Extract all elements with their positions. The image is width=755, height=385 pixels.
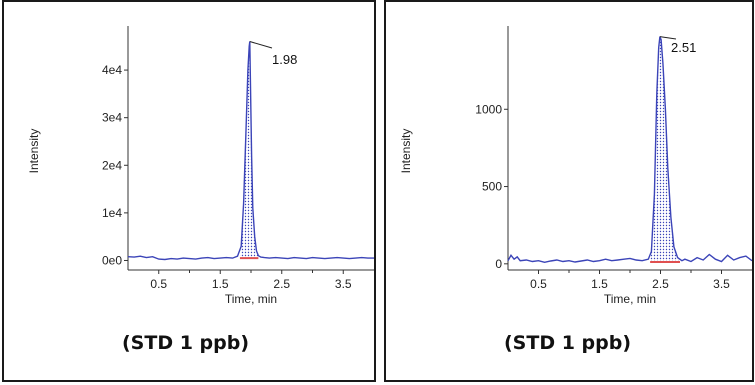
- x-tick-label: 2.5: [273, 277, 290, 291]
- y-axis-title: Intensity: [27, 129, 41, 174]
- chart-caption: (STD 1 ppb): [122, 332, 250, 354]
- peak-leader-line: [249, 41, 273, 49]
- x-tick-label: 1.5: [591, 277, 608, 291]
- x-tick-label: 0.5: [530, 277, 547, 291]
- x-tick-label: 0.5: [150, 277, 167, 291]
- peak-area: [239, 41, 259, 259]
- x-tick-label: 2.5: [652, 277, 669, 291]
- peak-leader-line: [659, 36, 677, 40]
- x-axis-title: Time, min: [604, 292, 656, 306]
- y-tick-label: 4e4: [102, 63, 122, 77]
- y-tick-label: 0: [495, 257, 502, 271]
- y-tick-label: 3e4: [102, 111, 122, 125]
- y-axis-title: Intensity: [399, 129, 413, 174]
- y-tick-label: 0e0: [102, 253, 122, 267]
- chromatogram-panel-2: 0 500 1000 0.5 1.5 2.5 3.5 Time, min Intensity 2.…: [384, 0, 754, 382]
- x-axis-title: Time, min: [225, 292, 277, 306]
- x-tick-label: 1.5: [212, 277, 229, 291]
- x-tick-label: 3.5: [335, 277, 352, 291]
- peak-label: 1.98: [272, 52, 297, 67]
- y-tick-label: 2e4: [102, 158, 122, 172]
- series-line: [127, 41, 374, 261]
- x-tick-label: 3.5: [713, 277, 730, 291]
- chromatogram-chart-1: 0e0 1e4 2e4 3e4 4e4 0.5 1.5 2.5 3.5 Time, min Inte…: [27, 26, 374, 306]
- chart-caption: (STD 1 ppb): [504, 332, 632, 354]
- chromatogram-panel-1: 0e0 1e4 2e4 3e4 4e4 0.5 1.5 2.5 3.5 Time, min Inte…: [2, 0, 376, 382]
- peak-area: [650, 36, 681, 262]
- y-tick-label: 1e4: [102, 206, 122, 220]
- chromatogram-chart-2: 0 500 1000 0.5 1.5 2.5 3.5 Time, min Intensity 2.…: [399, 26, 752, 306]
- y-tick-label: 1000: [475, 102, 502, 116]
- peak-label: 2.51: [671, 40, 696, 55]
- y-tick-label: 500: [482, 180, 502, 194]
- series-line: [507, 36, 752, 264]
